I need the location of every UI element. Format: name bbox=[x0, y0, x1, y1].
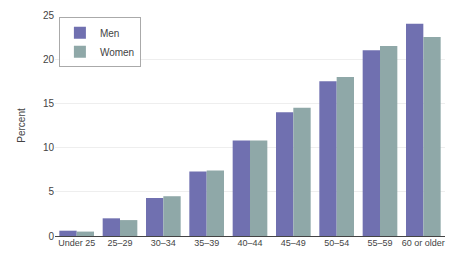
svg-text:55–59: 55–59 bbox=[367, 238, 392, 248]
svg-text:20: 20 bbox=[43, 54, 55, 65]
svg-text:15: 15 bbox=[43, 98, 55, 109]
svg-text:0: 0 bbox=[48, 231, 54, 242]
svg-text:Percent: Percent bbox=[16, 108, 27, 143]
svg-text:50–54: 50–54 bbox=[324, 238, 349, 248]
svg-text:25: 25 bbox=[43, 10, 55, 21]
svg-text:35–39: 35–39 bbox=[194, 238, 219, 248]
svg-text:Men: Men bbox=[100, 28, 119, 39]
svg-text:Under 25: Under 25 bbox=[58, 238, 95, 248]
svg-text:5: 5 bbox=[48, 186, 54, 197]
svg-text:Women: Women bbox=[100, 47, 134, 58]
svg-text:40–44: 40–44 bbox=[237, 238, 262, 248]
svg-text:45–49: 45–49 bbox=[281, 238, 306, 248]
svg-text:30–34: 30–34 bbox=[151, 238, 176, 248]
svg-text:25–29: 25–29 bbox=[107, 238, 132, 248]
svg-text:60 or older: 60 or older bbox=[402, 238, 445, 248]
svg-text:10: 10 bbox=[43, 142, 55, 153]
